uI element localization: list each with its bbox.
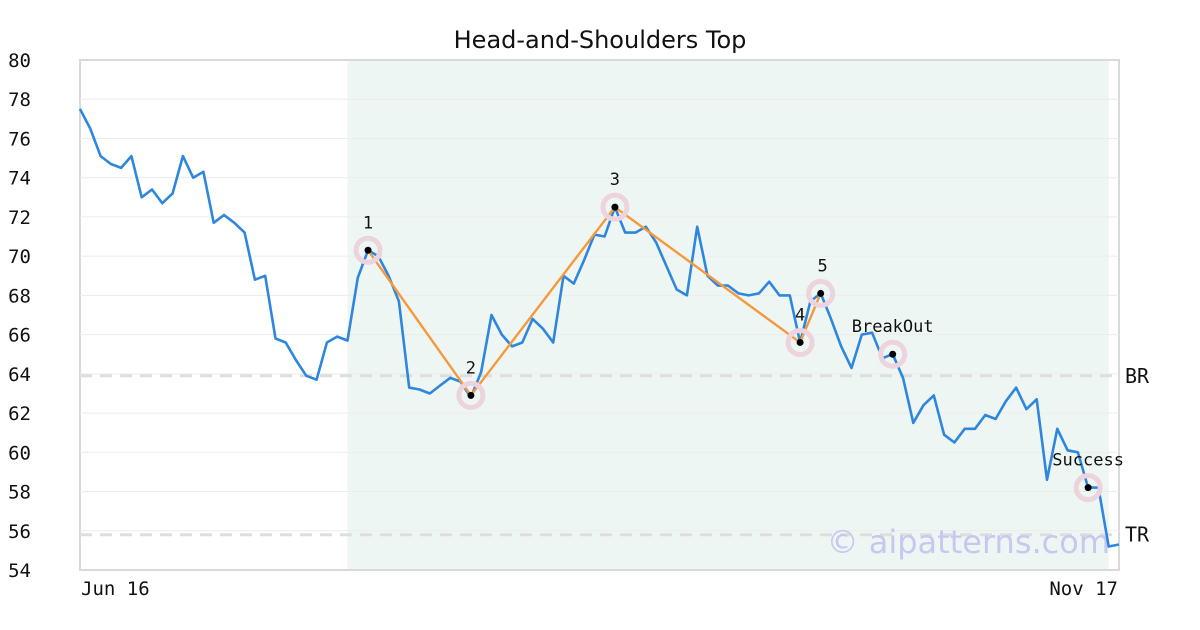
y-tick-label: 68 bbox=[8, 285, 31, 307]
y-tick-label: 78 bbox=[8, 89, 31, 111]
marker-halo-4 bbox=[785, 327, 815, 357]
marker-halo-success bbox=[1073, 473, 1103, 503]
marker-halo-3 bbox=[600, 192, 630, 222]
marker-1 bbox=[364, 246, 372, 254]
y-tick-label: 70 bbox=[8, 246, 31, 268]
point-label-3: 3 bbox=[610, 170, 620, 190]
y-tick-label: 76 bbox=[8, 128, 31, 150]
x-tick-label: Jun 16 bbox=[81, 578, 150, 600]
y-tick-label: 72 bbox=[8, 207, 31, 229]
level-label-br: BR bbox=[1125, 364, 1150, 388]
y-tick-label: 54 bbox=[8, 560, 31, 582]
point-label-2: 2 bbox=[466, 358, 476, 378]
point-label-1: 1 bbox=[363, 213, 373, 233]
marker-breakout bbox=[889, 350, 897, 358]
pattern-region bbox=[347, 61, 1109, 569]
point-label-4: 4 bbox=[795, 305, 805, 325]
marker-halo-2 bbox=[456, 380, 486, 410]
point-label-success: Success bbox=[1052, 451, 1124, 471]
point-label-5: 5 bbox=[818, 256, 828, 276]
marker-2 bbox=[467, 391, 475, 399]
y-tick-label: 66 bbox=[8, 325, 31, 347]
marker-4 bbox=[796, 338, 804, 346]
level-label-tr: TR bbox=[1125, 523, 1150, 547]
marker-halo-breakout bbox=[878, 339, 908, 369]
marker-halo-1 bbox=[353, 235, 383, 265]
chart-title: Head-and-Shoulders Top bbox=[454, 26, 747, 54]
y-tick-label: 58 bbox=[8, 482, 31, 504]
y-tick-label: 56 bbox=[8, 521, 31, 543]
y-tick-label: 64 bbox=[8, 364, 31, 386]
marker-3 bbox=[611, 203, 619, 211]
y-tick-label: 62 bbox=[8, 403, 31, 425]
y-tick-label: 74 bbox=[8, 168, 31, 190]
x-tick-label: Nov 17 bbox=[1049, 578, 1118, 600]
marker-halo-5 bbox=[806, 278, 836, 308]
point-label-breakout: BreakOut bbox=[852, 317, 934, 337]
watermark: © aipatterns.com bbox=[827, 523, 1110, 561]
y-tick-label: 80 bbox=[8, 50, 31, 72]
y-tick-label: 60 bbox=[8, 442, 31, 464]
price-line bbox=[78, 108, 1120, 548]
marker-success bbox=[1084, 484, 1092, 492]
marker-5 bbox=[817, 289, 825, 297]
